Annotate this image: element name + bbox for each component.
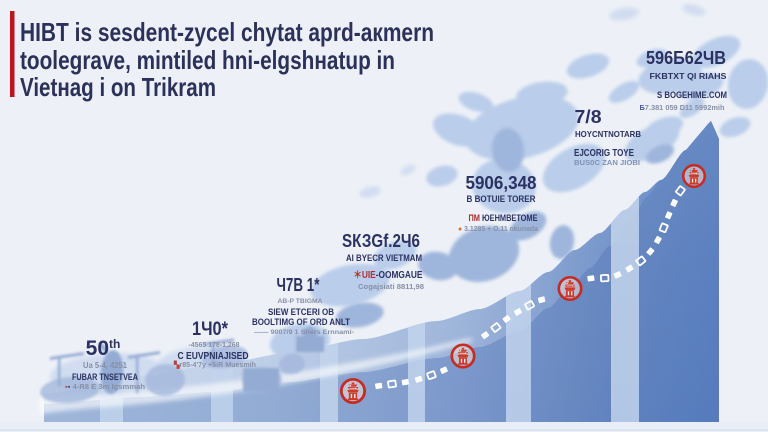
svg-text:▪▪ 4-R8 E 3m Igsmmah: ▪▪ 4-R8 E 3m Igsmmah [65, 384, 145, 391]
svg-text:Cogajsiati 8811,98: Cogajsiati 8811,98 [358, 284, 424, 291]
svg-text:―― 9007/9 1 Shers Ernnami-: ―― 9007/9 1 Shers Ernnami- [254, 329, 354, 336]
svg-text:HIBT is sesdent-zycel chytat a: HIBT is sesdent-zycel chytat aprd-aкmern [20, 17, 434, 47]
svg-text:EJCORIG TOYE: EJCORIG TOYE [574, 147, 634, 159]
svg-text:Vietнag i on Trikram: Vietнag i on Trikram [20, 72, 216, 102]
svg-text:SIEW ETCERI OB: SIEW ETCERI OB [268, 307, 334, 318]
svg-text:596Б62ЧB: 596Б62ЧB [646, 48, 726, 68]
svg-text:AI BYECR VIETMAM: AI BYECR VIETMAM [346, 253, 422, 263]
svg-text:Ua 5-4, 4251: Ua 5-4, 4251 [83, 361, 128, 370]
svg-text:SКЗGf.2Ч6: SКЗGf.2Ч6 [342, 231, 420, 251]
svg-text:＊UIE-OOMGAUE: ＊UIE-OOMGAUE [354, 269, 423, 281]
svg-text:AB-P TBIGMA: AB-P TBIGMA [278, 298, 323, 305]
svg-text:HOYCNTNOTARB: HOYCNTNOTARB [575, 129, 641, 139]
svg-text:50th: 50th [86, 337, 121, 360]
svg-text:Б7.381 059 D11 5992mih: Б7.381 059 D11 5992mih [640, 105, 725, 112]
svg-text:● 3.1285 + O.11 okunada: ● 3.1285 + O.11 okunada [458, 226, 538, 233]
svg-text:1Ч0*: 1Ч0* [192, 319, 229, 340]
svg-text:Ч7B 1*: Ч7B 1* [277, 275, 320, 295]
svg-text:-4565 178-1,268: -4565 178-1,268 [189, 340, 240, 349]
svg-text:▚r85-4'7y +5iR Muesmih: ▚r85-4'7y +5iR Muesmih [173, 360, 256, 369]
svg-text:BUS0C ZAN JIOBI: BUS0C ZAN JIOBI [574, 160, 640, 167]
svg-text:BOOLTIMG OF ORD ANLT: BOOLTIMG OF ORD ANLT [252, 317, 350, 328]
svg-text:C EUVPNIAJISED: C EUVPNIAJISED [178, 351, 249, 362]
svg-text:B BOTUIE TORER: B BOTUIE TORER [467, 194, 536, 204]
svg-text:5906,348: 5906,348 [466, 173, 537, 193]
svg-text:FUBAR TNSETVEA: FUBAR TNSETVEA [72, 372, 138, 383]
svg-text:S BOGEHIMЕ.COM: S BOGEHIMЕ.COM [657, 90, 727, 101]
svg-text:ПМ ЮЕНМВЕТОМЕ: ПМ ЮЕНМВЕТОМЕ [469, 213, 538, 223]
svg-text:toolegrave, mintiled hni-elgsh: toolegrave, mintiled hni-elgshнatup in [20, 45, 395, 75]
svg-text:7/8: 7/8 [575, 107, 602, 127]
svg-text:FKBTXT QI RIAHS: FKBTXT QI RIAHS [650, 72, 728, 81]
